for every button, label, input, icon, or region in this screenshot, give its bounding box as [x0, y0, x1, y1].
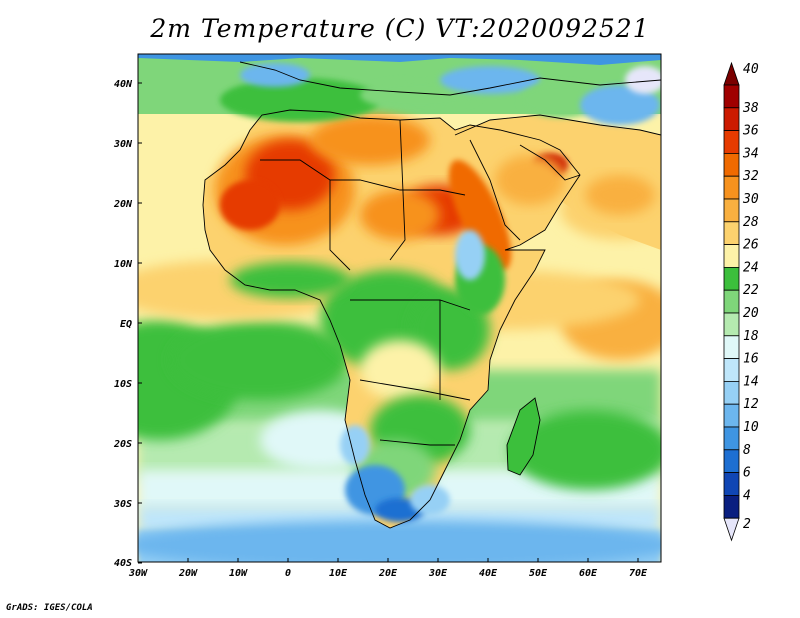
colorbar-segment [723, 130, 740, 154]
longitude-axis: 30W 20W 10W 0 10E 20E 30E 40E 50E 60E 70E [128, 558, 648, 579]
colorbar-label: 10 [743, 420, 759, 435]
colorbar-label: 12 [743, 397, 759, 412]
colorbar-segment [723, 312, 740, 337]
colorbar-label: 14 [743, 374, 759, 389]
colorbar-segment [723, 84, 740, 109]
lon-tick-label: 10E [329, 568, 348, 579]
colorbar-segment [723, 152, 740, 177]
colorbar-label: 24 [743, 260, 759, 275]
colorbar-segment [723, 380, 740, 405]
footer-credit: GrADS: IGES/COLA [6, 603, 93, 613]
colorbar-label: 26 [743, 238, 759, 253]
lon-tick-label: 70E [629, 568, 648, 579]
colorbar: 40 38 36 34 32 30 28 26 24 22 20 18 16 14 12 10 8 6 4 2 [723, 61, 759, 542]
colorbar-segment [723, 449, 740, 473]
lon-tick-label: 0 [285, 568, 291, 579]
lat-tick-label: 10S [114, 379, 132, 390]
colorbar-segment [723, 472, 740, 496]
lon-tick-label: 30E [428, 568, 448, 579]
lon-tick-label: 20E [378, 568, 398, 579]
colorbar-segment [723, 198, 740, 223]
colorbar-top-arrow [723, 61, 740, 86]
lat-tick-label: 30S [113, 499, 132, 510]
colorbar-segment [723, 335, 740, 359]
colorbar-label: 34 [742, 146, 759, 161]
colorbar-label: 16 [743, 352, 759, 367]
coastlines [202, 61, 661, 529]
colorbar-label: 38 [742, 101, 759, 116]
colorbar-label: 32 [742, 169, 759, 184]
lat-tick-label: 40N [114, 79, 133, 90]
colorbar-segment [723, 358, 740, 382]
lat-tick-label: 30N [113, 139, 133, 150]
colorbar-label: 40 [743, 62, 759, 77]
colorbar-label: 28 [743, 215, 759, 230]
lon-tick-label: 20W [178, 568, 198, 579]
colorbar-label: 18 [743, 329, 759, 344]
colorbar-segment [723, 494, 740, 519]
colorbar-label: 22 [743, 283, 759, 298]
colorbar-label: 36 [742, 124, 759, 139]
lon-tick-label: 30W [128, 568, 148, 579]
colorbar-segment [723, 221, 740, 246]
colorbar-segment [723, 426, 740, 451]
colorbar-label: 20 [743, 306, 759, 321]
lon-tick-label: 40E [479, 568, 498, 579]
colorbar-bottom-arrow [723, 517, 740, 542]
lat-tick-label: 20S [113, 439, 132, 450]
lon-tick-label: 50E [529, 568, 548, 579]
temperature-field [138, 54, 661, 562]
colorbar-segment [723, 107, 740, 132]
lon-tick-label: 10W [229, 568, 248, 579]
colorbar-label: 4 [743, 488, 751, 503]
lat-tick-label: 40S [114, 558, 132, 569]
map-frame [137, 53, 662, 563]
colorbar-segment [723, 403, 740, 428]
colorbar-segment [723, 175, 740, 200]
colorbar-label: 30 [742, 192, 759, 207]
colorbar-segment [723, 266, 740, 291]
lon-tick-label: 60E [579, 568, 598, 579]
latitude-axis: 40N 30N 20N 10N EQ 10S 20S 30S 40S [113, 79, 142, 569]
colorbar-label: 6 [743, 466, 751, 481]
colorbar-segment [723, 244, 740, 268]
lat-tick-label: 10N [114, 259, 133, 270]
colorbar-segment [723, 289, 740, 314]
chart-title: 2m Temperature (C) VT:2020092521 [150, 14, 650, 43]
lat-tick-label: EQ [120, 319, 132, 330]
lat-tick-label: 20N [113, 199, 133, 210]
colorbar-label: 2 [743, 517, 751, 532]
colorbar-label: 8 [743, 443, 751, 458]
